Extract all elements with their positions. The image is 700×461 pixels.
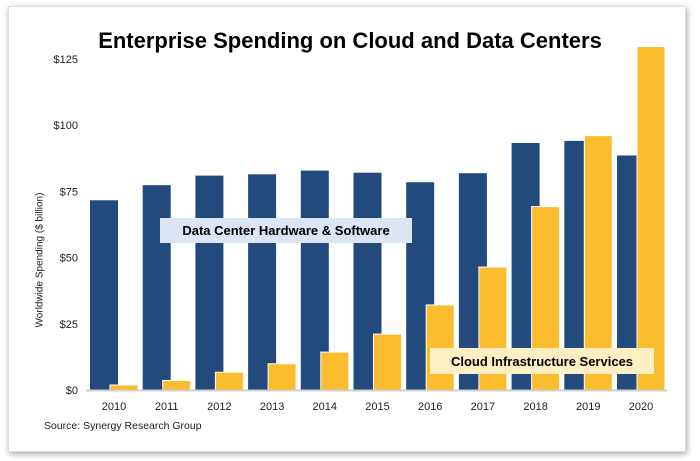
y-tick-label: $100 [54, 120, 78, 132]
cloud-bar [425, 304, 455, 391]
series-label-cloud: Cloud Infrastructure Services [430, 348, 654, 374]
x-tick-label: 2016 [418, 401, 442, 413]
y-tick-label: $125 [54, 54, 78, 66]
data-center-bar [195, 175, 224, 390]
x-tick-label: 2010 [102, 401, 126, 413]
data-center-bar [142, 185, 171, 390]
x-tick-label: 2013 [260, 401, 284, 413]
source-note: Source: Synergy Research Group [44, 420, 202, 432]
y-tick-label: $50 [60, 253, 78, 265]
y-tick-label: $75 [60, 186, 78, 198]
cloud-bar [583, 135, 613, 391]
x-tick-label: 2011 [155, 401, 179, 413]
data-center-bar [90, 200, 118, 390]
cloud-bar [214, 371, 244, 391]
x-tick-label: 2018 [523, 401, 547, 413]
y-tick-label: $0 [66, 385, 78, 397]
chart-title: Enterprise Spending on Cloud and Data Ce… [98, 28, 602, 53]
cloud-bar [109, 384, 139, 391]
x-tick-label: 2017 [471, 401, 495, 413]
cloud-bar [636, 46, 666, 391]
cloud-bar [320, 351, 350, 391]
cloud-bar [267, 363, 297, 391]
data-center-bar [248, 174, 277, 390]
x-tick-label: 2020 [629, 401, 653, 413]
cloud-bar [373, 333, 402, 391]
x-tick-label: 2015 [365, 401, 389, 413]
x-tick-label: 2019 [576, 401, 600, 413]
y-tick-label: $25 [60, 319, 78, 331]
x-tick-label: 2014 [313, 401, 337, 413]
cloud-bar [162, 379, 192, 391]
series-label-data-center: Data Center Hardware & Software [160, 218, 412, 243]
x-tick-label: 2012 [207, 401, 231, 413]
